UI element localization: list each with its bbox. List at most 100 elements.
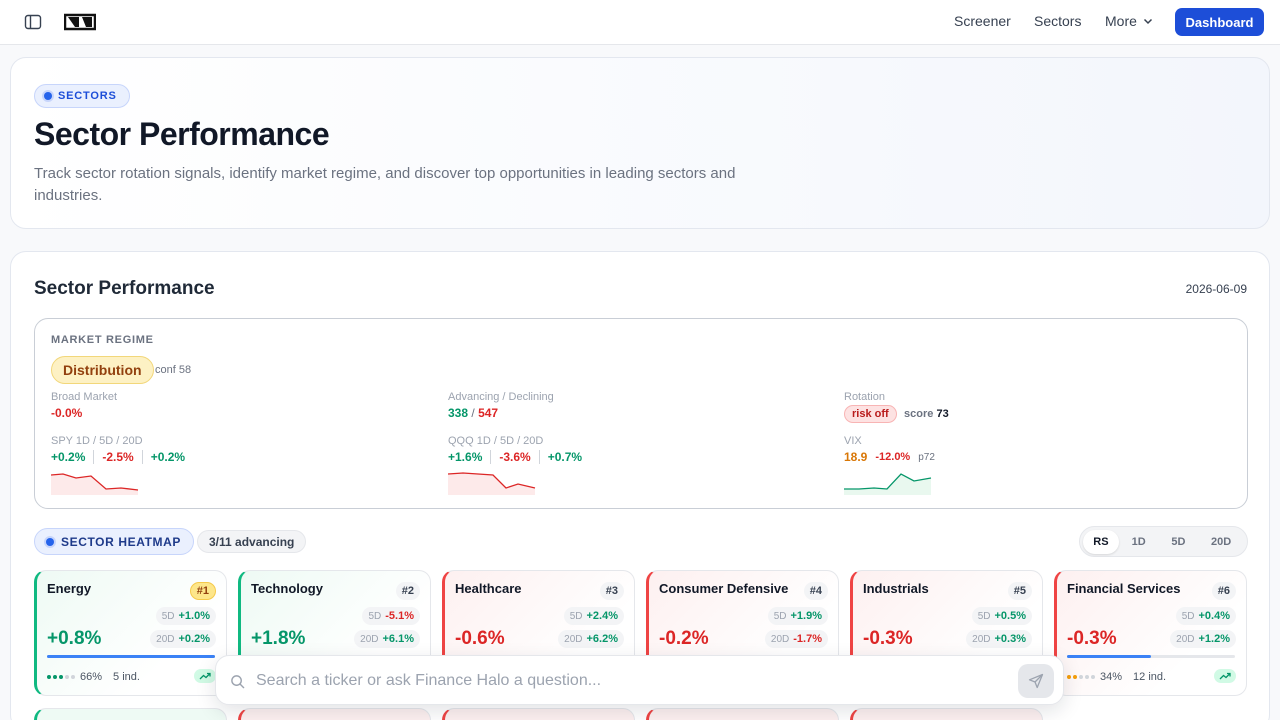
label-5d: 5D bbox=[161, 610, 175, 622]
broad-market-label: Broad Market bbox=[51, 391, 118, 403]
adv-dec-label: Advancing / Declining bbox=[448, 391, 554, 403]
mode-5d-button[interactable]: 5D bbox=[1171, 535, 1186, 548]
sector-20d-change: 20D +6.2% bbox=[558, 630, 624, 648]
sidebar-toggle-icon[interactable] bbox=[24, 13, 42, 31]
rs-bar bbox=[1067, 655, 1235, 658]
vix-percentile: p72 bbox=[918, 451, 935, 463]
sector-5d-change: 5D +0.4% bbox=[1175, 607, 1236, 625]
value-5d: +1.9% bbox=[790, 610, 823, 622]
breadth-dots-icon bbox=[47, 675, 75, 679]
label-20d: 20D bbox=[972, 633, 991, 645]
declining-count: 547 bbox=[478, 406, 499, 420]
divider bbox=[490, 450, 492, 464]
mode-20d-button[interactable]: 20D bbox=[1211, 535, 1232, 548]
divider bbox=[93, 450, 95, 464]
page-description: Track sector rotation signals, identify … bbox=[34, 165, 736, 204]
sector-breadth: 66% 5 ind. bbox=[47, 671, 140, 683]
sector-heatmap-label: SECTOR HEATMAP bbox=[61, 534, 181, 549]
logo-icon[interactable] bbox=[64, 13, 96, 31]
vix-value: 18.9 bbox=[844, 450, 868, 464]
sector-performance-panel: Sector Performance 2026-06-09 MARKET REG… bbox=[10, 251, 1270, 720]
sector-card[interactable]: Financial Services #6 5D +0.4% 20D +1.2% -0.3%… bbox=[1054, 570, 1247, 696]
heatmap-dot-icon bbox=[46, 537, 54, 546]
sector-20d-change: 20D +6.1% bbox=[354, 630, 420, 648]
sector-name: Consumer Defensive bbox=[659, 581, 789, 596]
panel-date: 2026-06-09 bbox=[1185, 282, 1247, 296]
mode-rs-button[interactable]: RS bbox=[1083, 529, 1119, 554]
sector-name: Energy bbox=[47, 581, 92, 596]
value-20d: +6.1% bbox=[382, 633, 415, 645]
sector-performance-value: -0.2% bbox=[659, 628, 709, 649]
breadth-dot bbox=[53, 675, 57, 679]
label-5d: 5D bbox=[569, 610, 583, 622]
search-input[interactable] bbox=[256, 668, 996, 694]
sector-5d-change: 5D +1.9% bbox=[767, 607, 828, 625]
label-5d: 5D bbox=[1181, 610, 1195, 622]
qqq-5d: -3.6% bbox=[499, 450, 531, 464]
value-20d: +1.2% bbox=[1198, 633, 1231, 645]
badge-dot-icon bbox=[44, 92, 52, 100]
page-title: Sector Performance bbox=[34, 116, 330, 152]
sector-card-partial[interactable] bbox=[34, 708, 227, 720]
dashboard-button[interactable]: Dashboard bbox=[1175, 8, 1264, 36]
breadth-percent: 66% bbox=[80, 671, 103, 683]
sector-card-partial[interactable] bbox=[238, 708, 431, 720]
sector-heatmap-badge: SECTOR HEATMAP bbox=[34, 528, 194, 555]
adv-dec-value: 338 / 547 bbox=[448, 406, 498, 420]
qqq-sparkline bbox=[448, 472, 536, 495]
panel-title: Sector Performance bbox=[34, 278, 215, 299]
rs-bar bbox=[47, 655, 215, 658]
sector-card-partial[interactable] bbox=[850, 708, 1043, 720]
sector-performance-value: -0.6% bbox=[455, 628, 505, 649]
send-button[interactable] bbox=[1018, 664, 1054, 698]
vix-label: VIX bbox=[844, 435, 862, 447]
value-5d: +2.4% bbox=[586, 610, 619, 622]
sector-breadth: 34% 12 ind. bbox=[1067, 671, 1166, 683]
value-5d: +0.4% bbox=[1198, 610, 1231, 622]
value-20d: +0.3% bbox=[994, 633, 1027, 645]
breadth-dot bbox=[65, 675, 69, 679]
sector-card[interactable]: Energy #1 5D +1.0% 20D +0.2% +0.8% 66% 5 ind. bbox=[34, 570, 227, 696]
breadth-percent: 34% bbox=[1100, 671, 1123, 683]
breadth-dot bbox=[59, 675, 63, 679]
rotation-score-label: score bbox=[904, 408, 934, 420]
breadth-dot bbox=[1091, 675, 1095, 679]
sector-5d-change: 5D +1.0% bbox=[155, 607, 216, 625]
send-icon bbox=[1028, 673, 1044, 689]
value-5d: -5.1% bbox=[385, 610, 414, 622]
breadth-dot bbox=[1085, 675, 1089, 679]
label-20d: 20D bbox=[156, 633, 175, 645]
sector-performance-value: -0.3% bbox=[1067, 628, 1117, 649]
sector-5d-change: 5D +2.4% bbox=[563, 607, 624, 625]
mode-1d-button[interactable]: 1D bbox=[1131, 535, 1146, 548]
advancing-declining-column: Advancing / Declining 338 / 547 QQQ 1D /… bbox=[448, 391, 748, 501]
sector-card-partial[interactable] bbox=[442, 708, 635, 720]
chevron-down-icon bbox=[1143, 18, 1152, 25]
spy-5d: -2.5% bbox=[102, 450, 134, 464]
rotation-column: Rotation risk off score 73 VIX 18.9 -12.… bbox=[844, 391, 1144, 501]
rotation-score-value: 73 bbox=[936, 408, 949, 420]
sector-performance-value: -0.3% bbox=[863, 628, 913, 649]
nav-screener-link[interactable]: Screener bbox=[954, 13, 1011, 29]
adv-dec-separator: / bbox=[471, 406, 475, 420]
top-nav: Screener Sectors More Dashboard bbox=[0, 0, 1280, 45]
vix-sparkline bbox=[844, 473, 932, 495]
market-regime-card: MARKET REGIME Distribution conf 58 Broad… bbox=[34, 318, 1248, 509]
spy-1d: +0.2% bbox=[51, 450, 86, 464]
broad-market-value: -0.0% bbox=[51, 406, 83, 420]
breadth-dot bbox=[1079, 675, 1083, 679]
sector-20d-change: 20D +0.3% bbox=[966, 630, 1032, 648]
spy-20d: +0.2% bbox=[150, 450, 186, 464]
regime-label: MARKET REGIME bbox=[51, 334, 154, 346]
sector-card-partial[interactable] bbox=[646, 708, 839, 720]
regime-badge: Distribution bbox=[51, 356, 154, 384]
industry-count: 12 ind. bbox=[1133, 671, 1167, 683]
nav-more-menu[interactable]: More bbox=[1105, 13, 1154, 29]
sector-20d-change: 20D +0.2% bbox=[150, 630, 216, 648]
qqq-performance: +1.6% -3.6% +0.7% bbox=[448, 450, 582, 464]
sector-5d-change: 5D -5.1% bbox=[362, 607, 420, 625]
rotation-score: score 73 bbox=[904, 408, 949, 420]
sector-name: Healthcare bbox=[455, 581, 522, 596]
spy-label: SPY 1D / 5D / 20D bbox=[51, 435, 143, 447]
nav-sectors-link[interactable]: Sectors bbox=[1034, 13, 1082, 29]
